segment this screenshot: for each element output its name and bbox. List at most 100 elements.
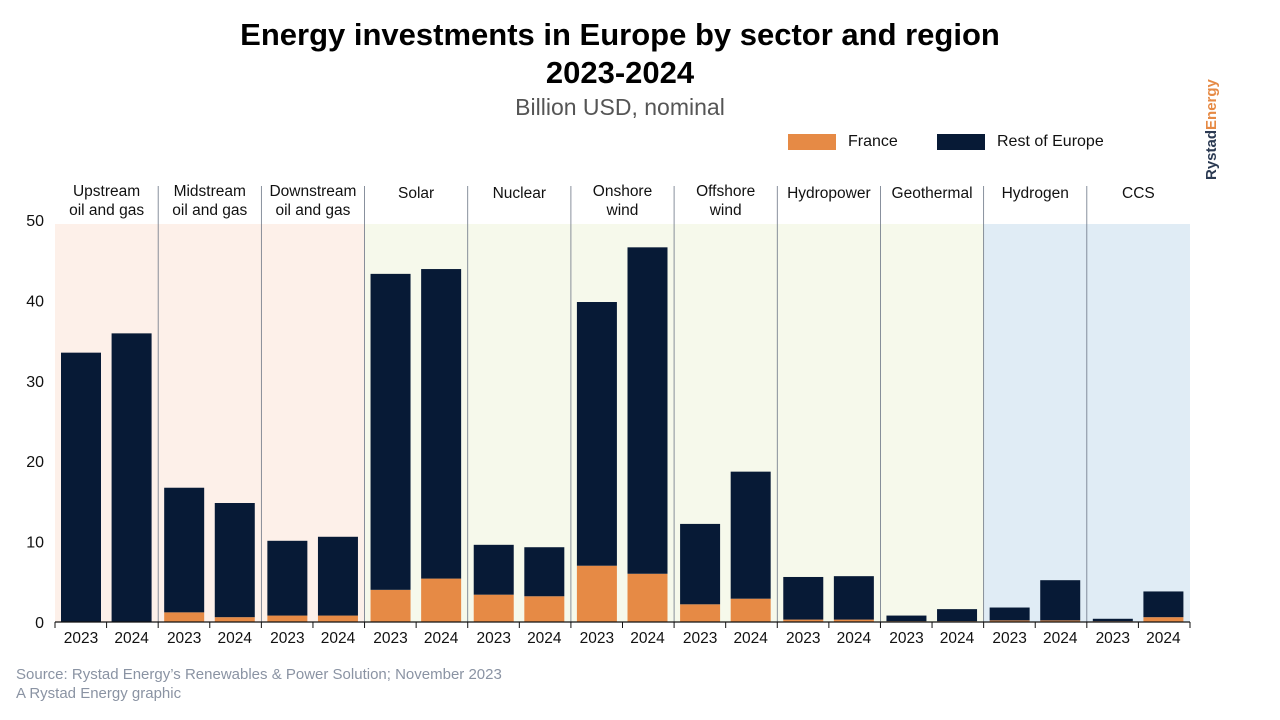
bar-rest-of-europe	[576, 302, 617, 566]
bar-france	[1040, 620, 1081, 622]
bar-france	[833, 619, 874, 622]
bar-rest-of-europe	[989, 607, 1030, 621]
sector-label: Upstream	[73, 183, 140, 200]
legend-item-france: France	[788, 133, 898, 151]
bar-france	[576, 565, 617, 622]
sector-label: Nuclear	[493, 185, 546, 202]
x-tick-label: 2023	[64, 630, 98, 647]
sector-label: oil and gas	[172, 202, 247, 219]
sector-background	[777, 224, 881, 622]
x-tick-label: 2024	[630, 630, 665, 647]
x-tick-label: 2024	[733, 630, 768, 647]
bar-france	[524, 596, 565, 622]
bar-rest-of-europe	[267, 540, 308, 616]
sector-label: Hydrogen	[1002, 185, 1069, 202]
source-text: Source: Rystad Energy’s Renewables & Pow…	[16, 666, 502, 683]
legend-item-rest-of-europe: Rest of Europe	[937, 133, 1104, 151]
bar-rest-of-europe	[833, 576, 874, 620]
x-tick-label: 2024	[114, 630, 149, 647]
x-tick-label: 2024	[527, 630, 562, 647]
bar-rest-of-europe	[937, 609, 978, 622]
sector-background	[880, 224, 984, 622]
bar-france	[214, 617, 255, 622]
bar-rest-of-europe	[1143, 591, 1184, 618]
sector-label: wind	[709, 202, 742, 219]
sector-label: Offshore	[696, 183, 755, 200]
legend-label-rest-of-europe: Rest of Europe	[997, 133, 1104, 150]
bar-rest-of-europe	[1040, 580, 1081, 621]
x-tick-label: 2023	[580, 630, 614, 647]
bar-france	[317, 615, 358, 622]
y-tick-label: 20	[26, 454, 44, 471]
legend-label-france: France	[848, 133, 898, 150]
bar-rest-of-europe	[111, 333, 152, 622]
sector-label: Midstream	[174, 183, 246, 200]
sector-label: Solar	[398, 185, 434, 202]
bar-france	[989, 620, 1030, 622]
bar-rest-of-europe	[783, 576, 824, 620]
y-tick-label: 10	[26, 535, 44, 552]
sector-label: oil and gas	[69, 202, 144, 219]
x-tick-label: 2023	[476, 630, 510, 647]
bar-rest-of-europe	[886, 615, 927, 622]
legend-swatch-rest-of-europe	[937, 134, 985, 150]
sector-label: Hydropower	[787, 185, 871, 202]
chart-subtitle: Billion USD, nominal	[515, 94, 725, 120]
sector-label: wind	[606, 202, 639, 219]
bar-rest-of-europe	[730, 471, 771, 599]
x-tick-label: 2023	[270, 630, 304, 647]
bar-rest-of-europe	[214, 503, 255, 618]
x-tick-label: 2023	[373, 630, 407, 647]
y-tick-label: 30	[26, 374, 44, 391]
y-tick-label: 0	[35, 615, 44, 632]
sector-label: Downstream	[269, 183, 356, 200]
bar-france	[1143, 617, 1184, 622]
legend-swatch-france	[788, 134, 836, 150]
y-tick-label: 40	[26, 293, 44, 310]
source-note: Source: Rystad Energy’s Renewables & Pow…	[16, 665, 502, 703]
sector-label: Geothermal	[892, 185, 973, 202]
x-tick-label: 2023	[786, 630, 820, 647]
bar-france	[164, 612, 205, 622]
bar-france	[267, 615, 308, 622]
x-tick-label: 2024	[218, 630, 253, 647]
x-tick-label: 2023	[167, 630, 201, 647]
bar-rest-of-europe	[370, 273, 411, 590]
sector-background	[983, 224, 1087, 622]
bar-france	[627, 573, 668, 622]
chart-title: Energy investments in Europe by sector a…	[240, 17, 1000, 52]
x-tick-label: 2024	[1043, 630, 1078, 647]
x-tick-label: 2024	[837, 630, 872, 647]
x-tick-label: 2023	[1096, 630, 1130, 647]
credit-text: A Rystad Energy graphic	[16, 685, 182, 702]
x-tick-label: 2023	[889, 630, 923, 647]
sector-label: Onshore	[593, 183, 652, 200]
bar-rest-of-europe	[680, 523, 721, 605]
bar-rest-of-europe	[524, 547, 565, 597]
x-tick-label: 2024	[1146, 630, 1181, 647]
x-tick-label: 2023	[992, 630, 1026, 647]
bar-rest-of-europe	[164, 487, 205, 613]
x-tick-label: 2024	[424, 630, 459, 647]
bar-france	[370, 589, 411, 622]
bar-rest-of-europe	[61, 352, 101, 622]
x-tick-label: 2024	[940, 630, 975, 647]
x-tick-label: 2024	[321, 630, 356, 647]
bar-france	[783, 619, 824, 622]
x-tick-label: 2023	[683, 630, 717, 647]
bar-france	[680, 604, 721, 622]
bar-france	[730, 598, 771, 622]
sector-label: oil and gas	[275, 202, 350, 219]
sector-background	[1086, 224, 1190, 622]
bar-rest-of-europe	[1092, 618, 1133, 622]
bar-france	[473, 594, 514, 622]
bar-rest-of-europe	[421, 269, 462, 579]
chart-title-years: 2023-2024	[545, 55, 695, 90]
y-tick-label: 50	[26, 213, 44, 230]
bar-rest-of-europe	[627, 247, 668, 574]
bar-rest-of-europe	[317, 536, 358, 616]
sector-label: CCS	[1122, 185, 1155, 202]
bar-france	[421, 578, 462, 622]
bar-rest-of-europe	[473, 544, 514, 595]
